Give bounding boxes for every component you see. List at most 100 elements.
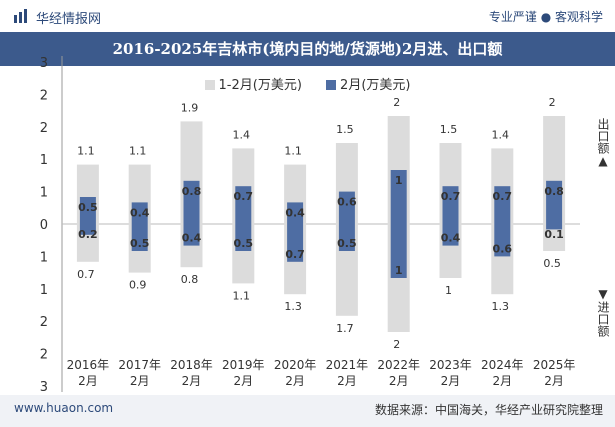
data-label-ytd-export: 1.1 <box>284 145 302 158</box>
y-tick-label: 2 <box>40 348 48 363</box>
y-tick-label: 2 <box>40 88 48 103</box>
data-label-month-import: 0.4 <box>182 232 202 245</box>
data-label-month-import: 0.6 <box>493 242 513 255</box>
x-tick-label: 2018年 <box>170 358 213 372</box>
bar-month <box>183 180 200 246</box>
x-tick-label: 2月 <box>233 374 253 388</box>
data-label-ytd-export: 1.5 <box>440 123 458 136</box>
data-label-ytd-import: 1.7 <box>336 322 354 335</box>
title-bar: 2016-2025年吉林市(境内目的地/货源地)2月进、出口额 <box>0 32 615 66</box>
data-label-month-export: 0.7 <box>234 190 254 203</box>
export-axis-label: 出口额▲ <box>596 118 610 168</box>
bar-month <box>494 186 511 257</box>
chart-plot: 3 2 2 1 1 0 1 1 2 2 3 1.1 0.7 0.5 0.2 2016年 2月 1.1 0.9 0.4 0… <box>40 56 580 395</box>
brand-name: 华经情报网 <box>36 12 102 27</box>
y-tick-label: 0 <box>40 218 48 233</box>
x-tick-label: 2月 <box>285 374 305 388</box>
data-label-month-export: 0.4 <box>285 206 305 219</box>
data-label-ytd-export: 2 <box>393 96 400 109</box>
import-axis-label: ▼进口额 <box>596 287 610 337</box>
bar-month <box>390 170 407 278</box>
chart-title: 2016-2025年吉林市(境内目的地/货源地)2月进、出口额 <box>112 40 503 58</box>
legend-label-month: 2月(万美元) <box>340 78 411 93</box>
data-label-month-import: 0.5 <box>130 237 150 250</box>
y-tick-label: 3 <box>40 380 48 395</box>
data-label-month-import: 0.5 <box>337 237 357 250</box>
data-label-ytd-export: 1.1 <box>77 145 95 158</box>
bar-month <box>338 191 355 251</box>
data-label-ytd-export: 1.1 <box>129 145 147 158</box>
x-tick-label: 2月 <box>389 374 409 388</box>
x-tick-label: 2023年 <box>429 358 472 372</box>
y-tick-label: 2 <box>40 121 48 136</box>
y-tick-label: 1 <box>40 153 48 168</box>
top-bar: 华经情报网 专业严谨 ● 客观科学 <box>0 0 615 32</box>
x-tick-label: 2016年 <box>67 358 110 372</box>
data-label-ytd-export: 1.9 <box>181 101 199 114</box>
y-tick-label: 1 <box>40 186 48 201</box>
data-label-ytd-import: 0.9 <box>129 279 147 292</box>
data-label-month-import: 0.4 <box>441 232 461 245</box>
bar-month <box>442 186 459 246</box>
data-label-month-export: 0.6 <box>337 196 357 209</box>
x-tick-label: 2月 <box>492 374 512 388</box>
data-label-month-export: 0.4 <box>130 206 150 219</box>
data-label-month-export: 0.7 <box>441 190 461 203</box>
brand-logo-icon <box>14 9 27 23</box>
chart-legend: 1-2月(万美元) 2月(万美元) <box>0 74 615 94</box>
data-label-ytd-export: 1.4 <box>492 128 510 141</box>
data-label-month-import: 0.2 <box>78 228 98 241</box>
x-tick-label: 2月 <box>337 374 357 388</box>
y-tick-label: 1 <box>40 283 48 298</box>
data-label-month-import: 0.7 <box>285 248 305 261</box>
bar-month <box>131 202 148 251</box>
x-tick-label: 2017年 <box>118 358 161 372</box>
data-label-month-export: 0.8 <box>182 185 202 198</box>
data-label-ytd-export: 1.5 <box>336 123 354 136</box>
data-label-month-export: 1 <box>395 174 403 187</box>
x-tick-label: 2019年 <box>222 358 265 372</box>
data-label-ytd-import: 0.8 <box>181 273 199 286</box>
data-label-month-import: 1 <box>395 264 403 277</box>
x-tick-label: 2月 <box>78 374 98 388</box>
bar-month <box>79 197 96 235</box>
x-tick-label: 2025年 <box>533 358 576 372</box>
data-label-ytd-import: 0.5 <box>543 257 561 270</box>
data-label-ytd-export: 2 <box>549 96 556 109</box>
x-tick-label: 2月 <box>130 374 150 388</box>
data-label-month-export: 0.5 <box>78 201 98 214</box>
footer-bar: www.huaon.com 数据来源：中国海关，华经产业研究院整理 <box>0 395 615 427</box>
x-tick-label: 2020年 <box>274 358 317 372</box>
slogan: 专业严谨 ● 客观科学 <box>488 10 603 24</box>
bar-month <box>546 180 563 230</box>
legend-item-ytd: 1-2月(万美元) <box>204 74 302 93</box>
data-label-month-import: 0.5 <box>234 237 254 250</box>
x-tick-label: 2月 <box>544 374 564 388</box>
data-label-ytd-import: 1.1 <box>233 289 251 302</box>
x-tick-label: 2022年 <box>377 358 420 372</box>
data-label-ytd-import: 1 <box>445 284 452 297</box>
bar-month <box>235 186 252 251</box>
data-label-ytd-export: 1.4 <box>233 128 251 141</box>
legend-label-ytd: 1-2月(万美元) <box>218 78 302 93</box>
data-label-month-export: 0.7 <box>493 190 513 203</box>
data-label-month-export: 0.8 <box>544 185 564 198</box>
y-tick-label: 3 <box>40 56 48 71</box>
legend-item-month: 2月(万美元) <box>326 74 410 93</box>
y-tick-label: 2 <box>40 315 48 330</box>
y-tick-label: 1 <box>40 250 48 265</box>
footer-source: 数据来源：中国海关，华经产业研究院整理 <box>374 403 603 417</box>
footer-site: www.huaon.com <box>14 401 114 415</box>
x-tick-label: 2021年 <box>326 358 369 372</box>
legend-swatch-month <box>326 80 337 90</box>
data-label-ytd-import: 1.3 <box>492 300 510 313</box>
data-label-month-import: 0.1 <box>544 228 564 241</box>
data-label-ytd-import: 0.7 <box>77 268 95 281</box>
x-tick-label: 2024年 <box>481 358 524 372</box>
data-label-ytd-import: 2 <box>393 338 400 351</box>
data-label-ytd-import: 1.3 <box>284 300 302 313</box>
legend-swatch-ytd <box>204 80 215 90</box>
bar-month <box>287 202 304 262</box>
x-tick-label: 2月 <box>182 374 202 388</box>
x-tick-label: 2月 <box>441 374 461 388</box>
